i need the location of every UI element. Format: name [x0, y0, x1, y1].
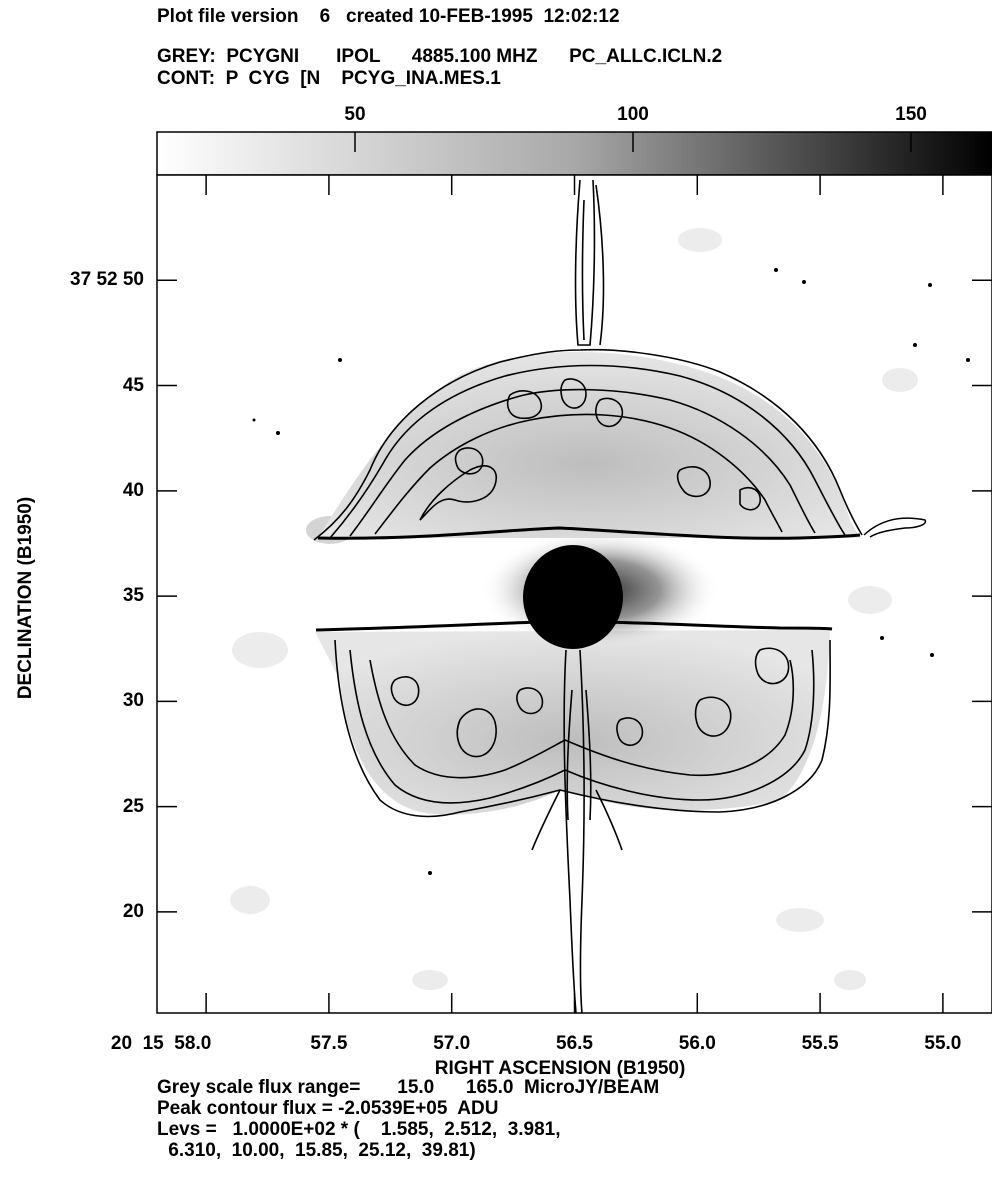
x-axis-title: RIGHT ASCENSION (B1950): [434, 1058, 686, 1079]
upper-lobe-base: [317, 526, 861, 540]
header-line-1: Plot file version 6 created 10-FEB-1995 …: [157, 6, 620, 27]
axis-ticks: [157, 175, 992, 1013]
image-panel: [157, 175, 992, 1013]
grey-scale-wedge: [156, 131, 992, 176]
x-tick-label: 56.0: [678, 1033, 716, 1054]
upper-lobe-grey: [318, 351, 860, 538]
footer-line-2: Peak contour flux = -2.0539E+05 ADU: [157, 1098, 499, 1119]
wedge-tick-label-50: 50: [344, 104, 366, 125]
wedge-tick-label-100: 100: [617, 104, 649, 125]
lower-lobe-grey: [315, 630, 830, 815]
x-tick-label: 55.5: [801, 1033, 839, 1054]
x-tick-label: 20 15 58.0: [110, 1033, 212, 1054]
jets: [531, 179, 623, 1013]
y-tick-label: 40: [122, 479, 144, 501]
x-tick-label: 56.5: [556, 1033, 593, 1054]
contours-upper: [313, 348, 863, 541]
footer-line-1: Grey scale flux range= 15.0 165.0 MicroJ…: [157, 1077, 660, 1098]
header-line-3: CONT: P CYG [N PCYG_INA.MES.1: [157, 68, 501, 89]
header-line-2: GREY: PCYGNI IPOL 4885.100 MHZ PC_ALLC.I…: [157, 46, 723, 67]
y-tick-label: 37 52 50: [70, 269, 144, 291]
y-axis-title: DECLINATION (B1950): [15, 496, 36, 700]
footer-line-4: 6.310, 10.00, 15.85, 25.12, 39.81): [163, 1140, 476, 1161]
lower-lobe-top: [315, 620, 833, 632]
y-tick-label: 45: [122, 374, 144, 396]
y-tick-label: 35: [122, 585, 144, 607]
x-tick-label: 57.5: [310, 1033, 348, 1054]
x-tick-label: 55.0: [924, 1033, 962, 1054]
contours-lower: [334, 639, 831, 818]
x-tick-label: 57.0: [433, 1033, 471, 1054]
footer-line-3: Levs = 1.0000E+02 * ( 1.585, 2.512, 3.98…: [157, 1119, 561, 1140]
y-tick-label: 20: [122, 900, 144, 922]
wedge-tick-label-150: 150: [895, 104, 927, 125]
y-tick-label: 25: [122, 795, 144, 817]
y-tick-label: 30: [122, 690, 144, 712]
noise-specks: [252, 268, 970, 875]
central-source: [523, 545, 623, 649]
